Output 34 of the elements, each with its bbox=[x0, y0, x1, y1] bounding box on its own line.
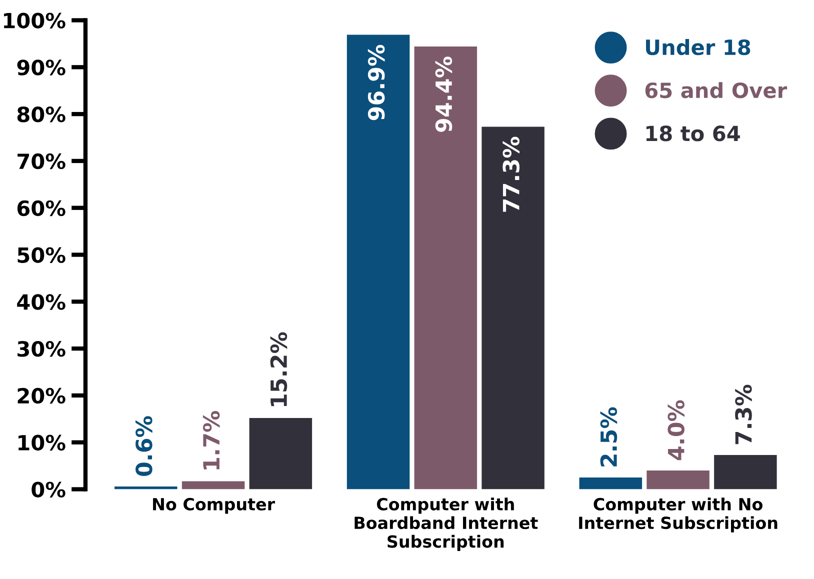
y-tick-label: 90% bbox=[17, 60, 66, 76]
data-label: 7.3% bbox=[735, 384, 752, 444]
y-tick-label: 100% bbox=[4, 12, 66, 28]
data-label: 2.5% bbox=[600, 407, 618, 466]
legend-label: Under 18 bbox=[646, 39, 750, 56]
data-label: 94.4% bbox=[435, 56, 452, 132]
y-tick-label: 30% bbox=[18, 341, 66, 357]
legend-label: 18 to 64 bbox=[646, 126, 740, 142]
y-tick-label: 80% bbox=[17, 106, 66, 122]
data-label: 77.3% bbox=[502, 136, 520, 212]
y-tick-label: 40% bbox=[17, 294, 66, 310]
bar bbox=[579, 478, 642, 490]
data-label: 1.7% bbox=[202, 410, 220, 470]
y-tick-label: 70% bbox=[18, 153, 66, 170]
x-tick-label: Computer with Boardband Internet Subscription bbox=[354, 498, 538, 552]
x-tick-label: No Computer bbox=[153, 498, 275, 514]
y-tick-label: 60% bbox=[17, 200, 66, 216]
x-tick-label: Computer with No Internet Subscription bbox=[579, 498, 778, 532]
y-tick-label: 0% bbox=[32, 482, 66, 498]
data-label: 0.6% bbox=[136, 416, 152, 476]
data-label: 96.9% bbox=[368, 44, 385, 120]
data-label: 15.2% bbox=[270, 332, 288, 406]
legend-label: 65 and Over bbox=[645, 82, 788, 98]
bar bbox=[182, 481, 245, 490]
data-label: 4.0% bbox=[668, 400, 684, 460]
bar bbox=[646, 470, 710, 490]
bar bbox=[482, 126, 544, 490]
bar bbox=[346, 34, 410, 490]
bar bbox=[249, 418, 312, 490]
y-tick-label: 20% bbox=[18, 388, 66, 404]
y-tick-label: 50% bbox=[18, 247, 66, 263]
y-tick-label: 10% bbox=[18, 434, 66, 451]
bar bbox=[714, 455, 777, 490]
bar bbox=[414, 46, 478, 490]
